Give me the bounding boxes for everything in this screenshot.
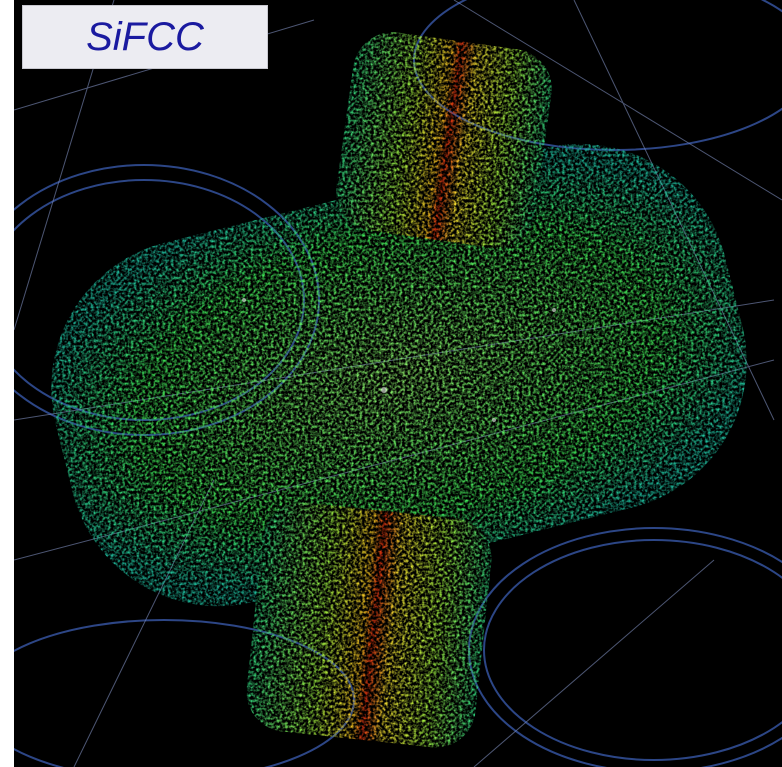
event-display [14, 0, 782, 767]
label-text: SiFCC [86, 15, 204, 60]
page: SiFCC (() => { const data = JSON.parse(d… [0, 0, 782, 767]
label-box: SiFCC [22, 5, 268, 69]
